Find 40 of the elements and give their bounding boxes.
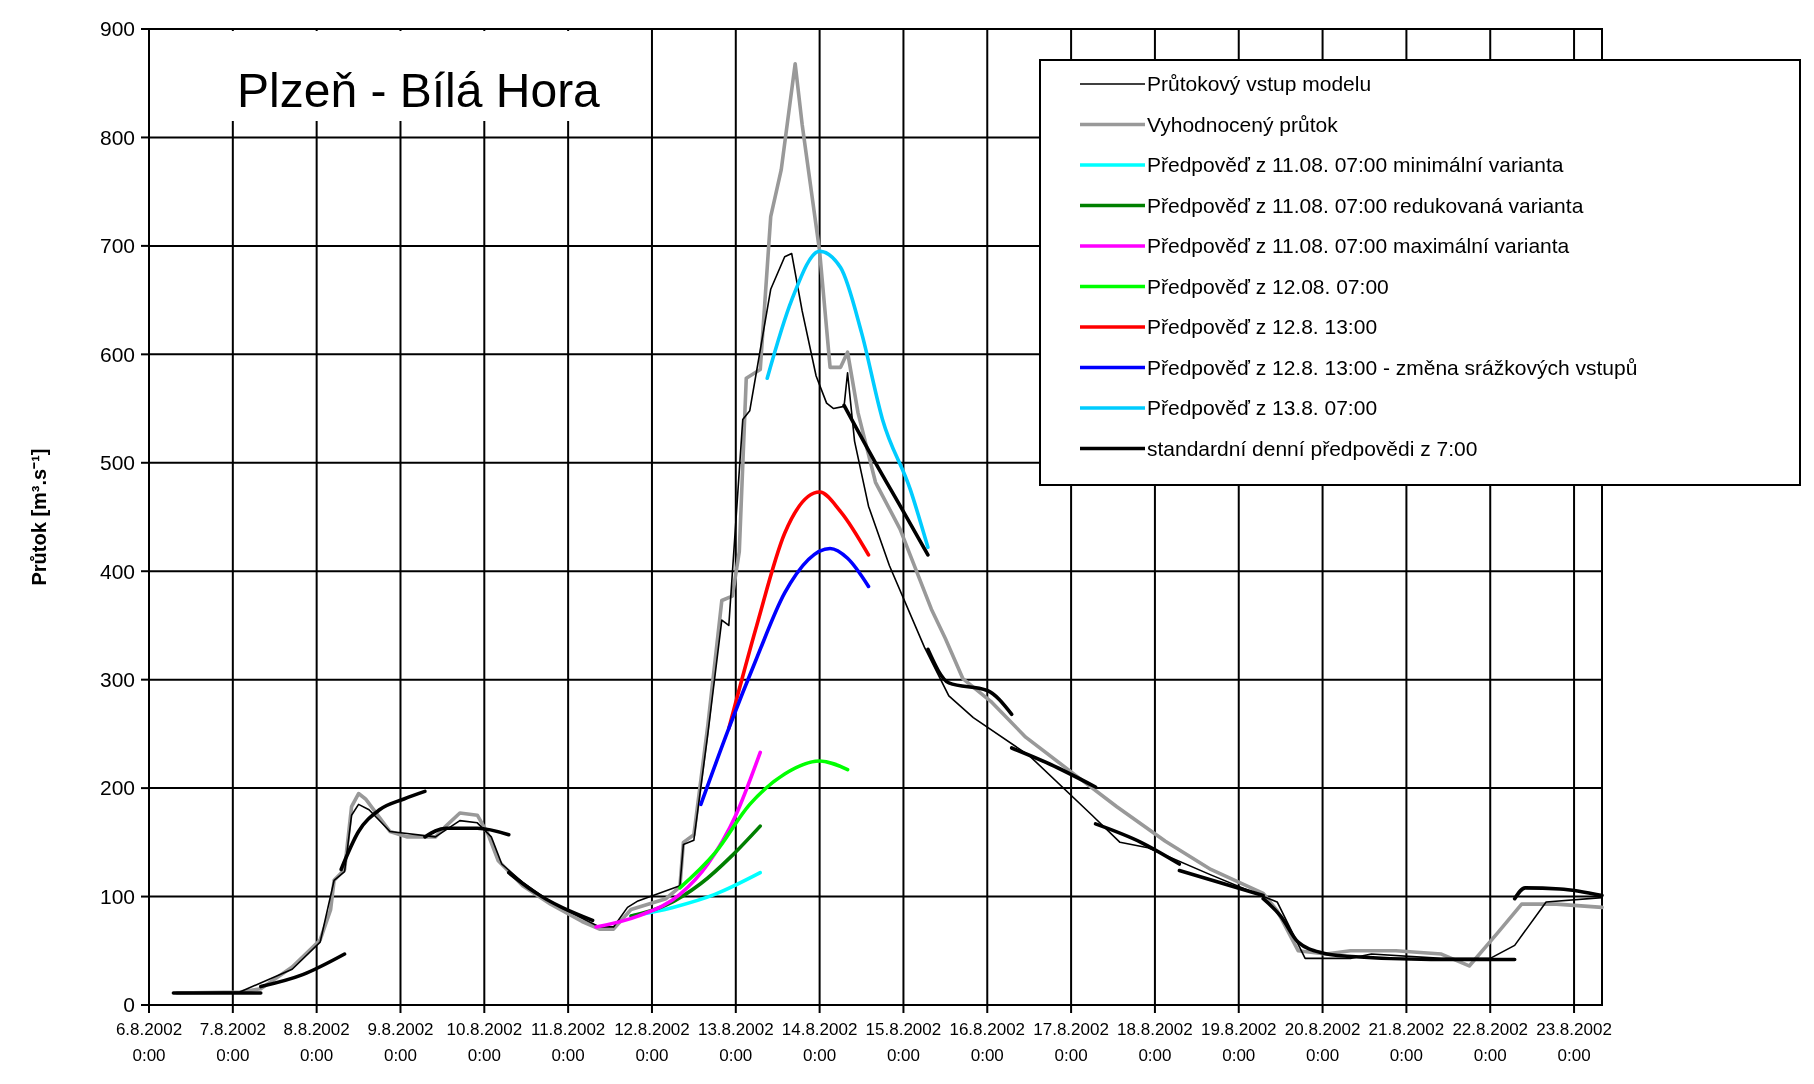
x-tick-label: 13.8.2002 0:00 [697,1020,774,1065]
text: Plzeň - Bílá Hora [237,64,601,117]
y-tick-label: 300 [99,668,135,692]
x-tick-label: 17.8.2002 0:00 [1033,1020,1109,1065]
x-tick-label: 11.8.2002 0:00 [530,1020,606,1065]
y-tick-label: 100 [99,884,135,908]
legend-label: Předpověď z 11.08. 07:00 redukovaná varianta [1147,193,1584,217]
legend-label: Vyhodnocený průtok [1147,112,1339,136]
y-tick-label: 700 [99,234,135,258]
legend-label: Předpověď z 13.8. 07:00 [1147,396,1378,420]
y-tick-label: 500 [99,451,135,475]
legend-label: Předpověď z 12.8. 13:00 - změna srážkových vstupů [1147,355,1638,379]
x-tick-label: 10.8.2002 0:00 [446,1020,523,1065]
y-tick-label: 0 [123,993,135,1017]
x-tick-label: 18.8.2002 0:00 [1117,1020,1193,1065]
x-tick-label: 7.8.2002 0:00 [199,1020,266,1065]
x-tick-label: 14.8.2002 0:00 [781,1020,858,1065]
y-tick-label: 800 [99,125,135,149]
x-tick-label: 8.8.2002 0:00 [283,1020,350,1065]
legend-label: standardní denní předpovědi z 7:00 [1147,436,1478,460]
x-tick-label: 22.8.2002 0:00 [1452,1020,1529,1065]
x-tick-label: 12.8.2002 0:00 [614,1020,690,1065]
y-axis-title: Průtok [m³.s⁻¹] [28,448,50,586]
x-tick-label: 9.8.2002 0:00 [367,1020,434,1065]
x-tick-label: 21.8.2002 0:00 [1368,1020,1445,1065]
x-tick-label: 16.8.2002 0:00 [949,1020,1026,1065]
x-tick-label: 19.8.2002 0:00 [1200,1020,1277,1065]
x-tick-label: 20.8.2002 0:00 [1284,1020,1361,1065]
legend-label: Předpověď z 11.08. 07:00 minimální varianta [1147,153,1564,177]
legend-label: Předpověď z 12.8. 13:00 [1147,315,1378,339]
legend-label: Předpověď z 12.08. 07:00 [1147,274,1389,298]
legend-label: Předpověď z 11.08. 07:00 maximální varianta [1147,234,1570,258]
x-tick-label: 15.8.2002 0:00 [865,1020,942,1065]
legend-label: Průtokový vstup modelu [1147,72,1372,96]
y-tick-label: 200 [99,776,135,800]
x-tick-label: 23.8.2002 0:00 [1536,1020,1612,1065]
y-tick-label: 400 [99,559,135,583]
y-tick-label: 600 [99,342,135,366]
x-tick-label: 6.8.2002 0:00 [115,1020,183,1065]
y-tick-label: 900 [99,17,135,41]
